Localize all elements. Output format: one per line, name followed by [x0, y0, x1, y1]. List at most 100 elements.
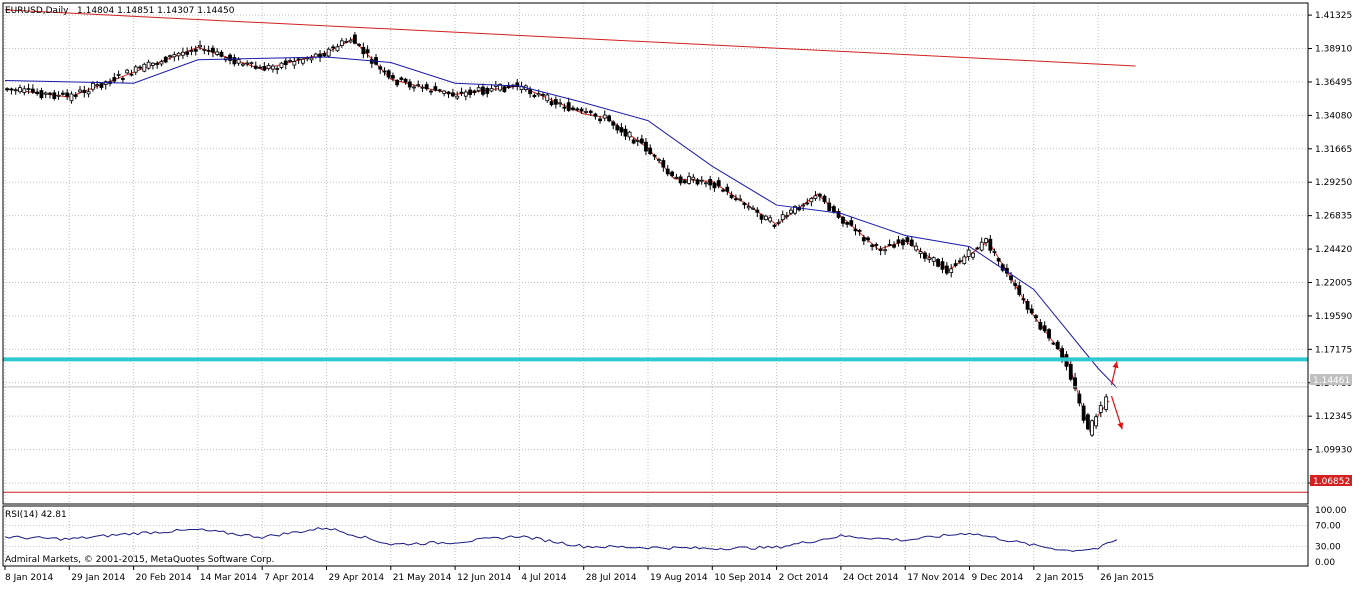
candle-body: [593, 113, 598, 117]
candle-body: [429, 90, 433, 93]
candle-body: [155, 63, 160, 65]
candle-body: [1013, 283, 1018, 286]
current-price-label-box: [1310, 374, 1352, 385]
candle-body: [99, 83, 104, 88]
x-tick-label: 29 Apr 2014: [329, 573, 385, 583]
candle-body: [878, 248, 883, 251]
candle-body: [841, 216, 845, 224]
candle-body: [60, 92, 65, 95]
candle-body: [399, 77, 404, 80]
candle-body: [219, 51, 224, 57]
x-tick-label: 2 Jan 2015: [1036, 573, 1084, 583]
candle-body: [283, 60, 288, 65]
candle-body: [481, 86, 485, 95]
candle-body: [1090, 420, 1094, 436]
x-tick-label: 4 Jul 2014: [521, 573, 566, 583]
candle-body: [39, 90, 44, 99]
rsi-tick-label: 100.00: [1315, 506, 1347, 516]
arrow-up-head: [1112, 361, 1119, 369]
x-tick-label: 21 May 2014: [393, 573, 452, 583]
candle-body: [992, 251, 997, 253]
candle-body: [348, 39, 353, 43]
trend-layer: [4, 9, 1136, 434]
candle-body: [857, 229, 862, 232]
candle-body: [644, 141, 648, 152]
candle-body: [553, 99, 558, 105]
candle-body: [988, 238, 993, 251]
candle-body: [738, 198, 743, 201]
candle-body: [215, 51, 220, 55]
candle-body: [751, 207, 755, 210]
candle-body: [133, 66, 138, 73]
candle-body: [288, 60, 292, 62]
candle-body: [69, 93, 74, 102]
candle-body: [627, 131, 632, 138]
candle-body: [1042, 325, 1047, 332]
candle-body: [515, 82, 520, 87]
candle-body: [949, 268, 954, 273]
candle-body: [1086, 414, 1090, 430]
candle-body: [365, 49, 370, 54]
candle-body: [918, 251, 923, 254]
rsi-panel-frame: [2, 505, 1309, 567]
candle-body: [168, 55, 172, 58]
x-tick-label: 2 Oct 2014: [779, 573, 829, 583]
candle-body: [498, 83, 503, 91]
y-tick-label: 1.09930: [1315, 446, 1352, 456]
x-tick-label: 7 Apr 2014: [264, 573, 314, 583]
y-tick-label: 1.36495: [1315, 78, 1352, 88]
candle-body: [271, 65, 275, 70]
current-price-label: 1.14461: [1313, 376, 1350, 386]
candle-body: [776, 221, 781, 224]
candle-body: [817, 193, 822, 197]
candle-body: [805, 202, 810, 205]
candle-body: [180, 51, 185, 56]
candle-body: [1081, 405, 1086, 421]
moving-average-line: [4, 56, 1118, 389]
candle-body: [733, 198, 738, 201]
candle-body: [966, 249, 971, 257]
candle-body: [598, 118, 602, 122]
candle-body: [768, 217, 773, 222]
candle-body: [472, 90, 477, 94]
candle-body: [944, 265, 949, 274]
candle-body: [382, 70, 387, 73]
candle-body: [1029, 308, 1034, 314]
candle-body: [82, 89, 87, 94]
candle-body: [90, 82, 95, 90]
candle-body: [279, 62, 284, 68]
x-tick-label: 9 Dec 2014: [972, 573, 1024, 583]
candle-body: [996, 258, 1001, 262]
x-tick-label: 10 Sep 2014: [714, 573, 771, 583]
candle-body: [631, 139, 636, 144]
candle-body: [532, 94, 537, 97]
candle-body: [1068, 364, 1073, 380]
candle-body: [253, 65, 258, 69]
support-price-label-box: [1310, 475, 1352, 486]
candle-body: [476, 87, 481, 92]
candle-body: [129, 73, 134, 76]
x-tick-label: 17 Nov 2014: [907, 573, 965, 583]
candle-body: [357, 43, 362, 46]
candle-body: [206, 49, 211, 52]
candle-body: [742, 202, 747, 206]
candle-body: [489, 88, 494, 92]
candle-body: [602, 114, 607, 119]
candle-body: [793, 205, 797, 214]
candle-body: [571, 107, 575, 110]
candle-body: [112, 77, 117, 82]
candle-body: [822, 195, 827, 203]
candle-body: [566, 102, 571, 111]
candle-body: [420, 86, 425, 89]
candle-body: [142, 63, 147, 72]
candle-body: [262, 66, 267, 71]
candle-body: [163, 56, 168, 63]
candle-body: [661, 160, 666, 168]
candle-body: [232, 57, 237, 65]
candle-body: [344, 41, 349, 43]
x-tick-label: 26 Jan 2015: [1100, 573, 1154, 583]
candle-body: [853, 228, 858, 232]
copyright-text: Admiral Markets, © 2001-2015, MetaQuotes…: [5, 555, 274, 565]
